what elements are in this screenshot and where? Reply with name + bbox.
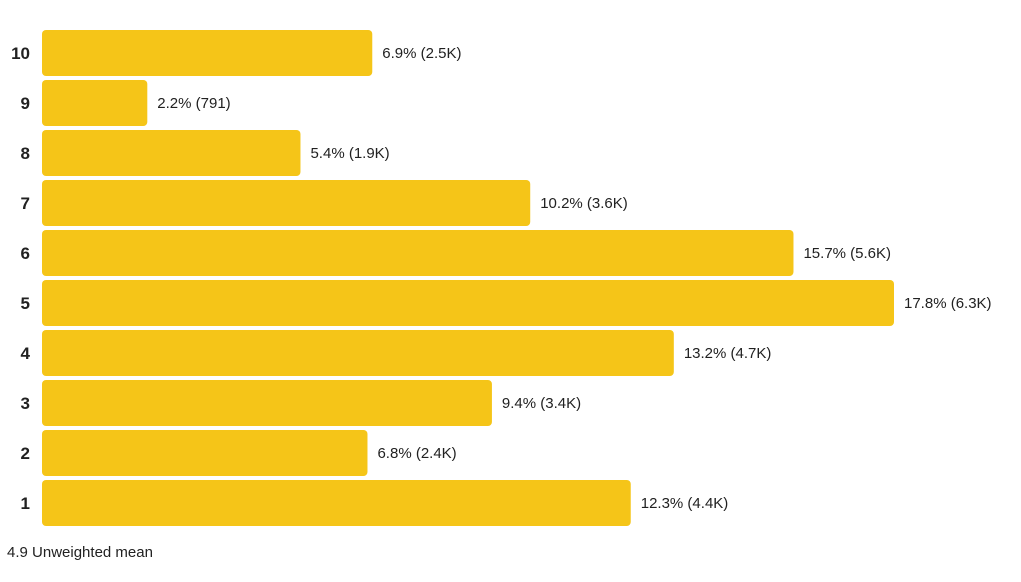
bar-row-2: 2 6.8% (2.4K): [21, 430, 457, 476]
bar-1: [42, 480, 631, 526]
category-label-10: 10: [11, 44, 30, 63]
bar-3: [42, 380, 492, 426]
value-label-5: 17.8% (6.3K): [904, 295, 992, 312]
category-label-8: 8: [21, 144, 30, 163]
value-label-8: 5.4% (1.9K): [310, 145, 389, 162]
category-label-4: 4: [21, 344, 31, 363]
bar-row-5: 5 17.8% (6.3K): [21, 280, 992, 326]
category-label-7: 7: [21, 194, 30, 213]
bar-10: [42, 30, 373, 76]
bar-row-1: 1 12.3% (4.4K): [21, 480, 729, 526]
bar-7: [42, 180, 531, 226]
value-label-6: 15.7% (5.6K): [803, 245, 891, 262]
bar-row-9: 9 2.2% (791): [21, 80, 231, 126]
category-label-1: 1: [21, 494, 30, 513]
bar-5: [42, 280, 894, 326]
bar-2: [42, 430, 368, 476]
value-label-1: 12.3% (4.4K): [641, 495, 729, 512]
bar-row-8: 8 5.4% (1.9K): [21, 130, 390, 176]
category-label-9: 9: [21, 94, 30, 113]
mean-summary: 4.9 Unweighted mean: [7, 544, 153, 561]
bar-row-10: 10 6.9% (2.5K): [11, 30, 461, 76]
value-label-10: 6.9% (2.5K): [382, 45, 461, 62]
mean-label: Unweighted mean: [32, 544, 153, 561]
value-label-2: 6.8% (2.4K): [377, 445, 456, 462]
bar-8: [42, 130, 301, 176]
category-label-5: 5: [21, 294, 30, 313]
bar-row-6: 6 15.7% (5.6K): [21, 230, 891, 276]
value-label-7: 10.2% (3.6K): [540, 195, 628, 212]
category-label-6: 6: [21, 244, 30, 263]
category-label-2: 2: [21, 444, 30, 463]
mean-value: 4.9: [7, 544, 28, 561]
value-label-4: 13.2% (4.7K): [684, 345, 772, 362]
bar-row-7: 7 10.2% (3.6K): [21, 180, 628, 226]
value-label-9: 2.2% (791): [157, 95, 230, 112]
category-label-3: 3: [21, 394, 30, 413]
bar-row-3: 3 9.4% (3.4K): [21, 380, 581, 426]
bar-row-4: 4 13.2% (4.7K): [21, 330, 772, 376]
bar-9: [42, 80, 148, 126]
bar-6: [42, 230, 794, 276]
bar-4: [42, 330, 674, 376]
value-label-3: 9.4% (3.4K): [502, 395, 581, 412]
